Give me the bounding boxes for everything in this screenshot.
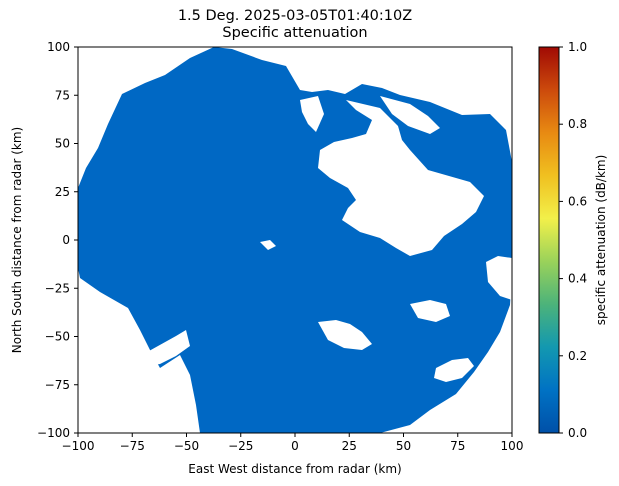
echo-gaps	[140, 96, 512, 382]
chart-title: 1.5 Deg. 2025-03-05T01:40:10Z	[177, 8, 413, 24]
colorbar-tick-label: 0.6	[568, 194, 587, 208]
y-tick-label: 100	[47, 40, 70, 54]
x-tick-label: 50	[396, 439, 411, 453]
y-tick-label: −75	[45, 378, 70, 392]
x-tick-label: 0	[291, 439, 299, 453]
gap-northeast	[318, 100, 484, 256]
x-tick-label: 100	[501, 439, 524, 453]
radar-field	[78, 47, 512, 433]
gap-ring-mid	[318, 320, 372, 350]
x-tick-label: 75	[450, 439, 465, 453]
colorbar-label: specific attenuation (dB/km)	[594, 155, 608, 326]
x-tick-label: −25	[228, 439, 253, 453]
colorbar-tick-label: 0.0	[568, 426, 587, 440]
y-tick-label: 25	[55, 185, 70, 199]
gap-south-east-arc	[410, 300, 450, 322]
gap-southwest-tongue	[140, 330, 190, 366]
y-tick-label: −50	[45, 330, 70, 344]
x-tick-label: −75	[120, 439, 145, 453]
chart-subtitle: Specific attenuation	[222, 25, 368, 41]
gap-west-center	[260, 240, 276, 250]
x-axis-ticks: −100 −75 −50 −25 0 25 50 75 100	[62, 433, 524, 453]
gap-east-edge	[486, 256, 512, 300]
y-tick-label: 75	[55, 88, 70, 102]
gap-east-notch	[380, 96, 440, 134]
x-axis-label: East West distance from radar (km)	[188, 462, 401, 476]
colorbar-tick-label: 0.2	[568, 349, 587, 363]
y-axis-label: North South distance from radar (km)	[10, 127, 24, 353]
colorbar-tick-label: 0.4	[568, 272, 587, 286]
y-tick-label: 0	[62, 233, 70, 247]
colorbar-ticks: 0.0 0.2 0.4 0.6 0.8 1.0	[559, 40, 587, 440]
y-tick-label: 50	[55, 137, 70, 151]
colorbar-tick-label: 0.8	[568, 117, 587, 131]
gap-north-wedge	[300, 96, 324, 132]
y-tick-label: −100	[37, 426, 70, 440]
x-tick-label: −50	[174, 439, 199, 453]
y-tick-label: −25	[45, 281, 70, 295]
y-axis-ticks: −100 −75 −50 −25 0 25 50 75 100	[37, 40, 78, 440]
colorbar	[538, 46, 560, 434]
x-tick-label: −100	[62, 439, 95, 453]
gap-southeast	[434, 358, 474, 382]
x-tick-label: 25	[342, 439, 357, 453]
colorbar-tick-label: 1.0	[568, 40, 587, 54]
